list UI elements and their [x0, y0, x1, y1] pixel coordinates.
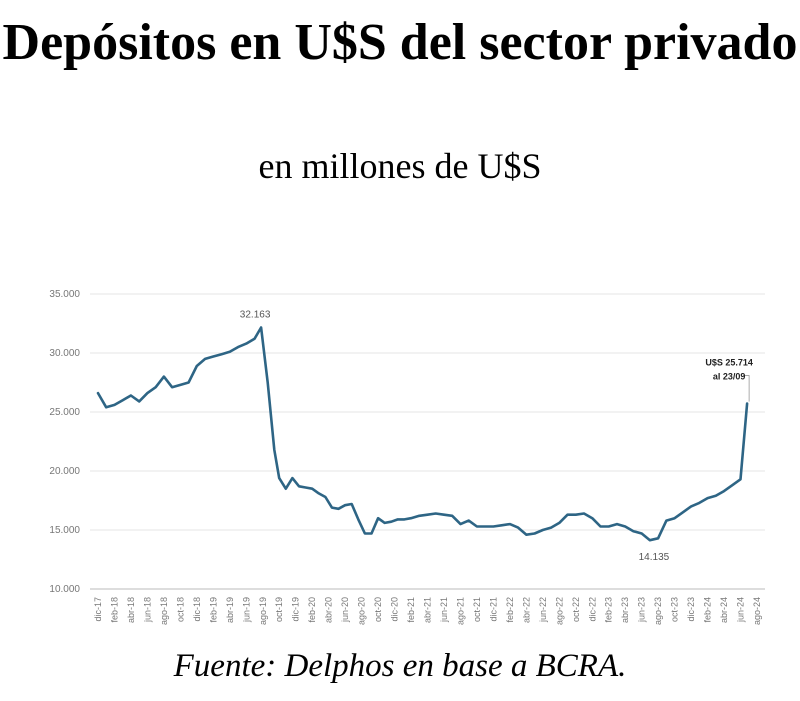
x-tick-label: ago-19 [258, 597, 268, 625]
x-tick-label: oct-21 [472, 597, 482, 622]
x-tick-label: ago-23 [653, 597, 663, 625]
x-tick-label: jun-18 [142, 597, 152, 623]
data-label-last: U$S 25.714 [705, 358, 753, 368]
x-tick-label: abr-22 [521, 597, 531, 623]
x-tick-label: abr-18 [126, 597, 136, 623]
x-tick-label: feb-20 [307, 597, 317, 623]
y-tick-label: 15.000 [49, 525, 80, 536]
x-tick-label: dic-20 [390, 597, 400, 622]
gridlines [90, 293, 765, 590]
x-tick-label: abr-23 [620, 597, 630, 623]
annotation-leader [743, 375, 750, 402]
y-tick-label: 25.000 [49, 407, 80, 418]
y-tick-label: 20.000 [49, 466, 80, 477]
x-tick-label: jun-22 [538, 597, 548, 623]
x-tick-label: dic-22 [587, 597, 597, 622]
x-tick-label: abr-20 [324, 597, 334, 623]
x-tick-label: ago-21 [455, 597, 465, 625]
x-tick-label: abr-19 [225, 597, 235, 623]
data-label-min: 14.135 [639, 552, 670, 563]
x-tick-label: ago-18 [159, 597, 169, 625]
y-tick-label: 10.000 [49, 584, 80, 595]
x-tick-label: jun-19 [241, 597, 251, 623]
x-tick-label: abr-21 [423, 597, 433, 623]
x-tick-label: feb-22 [505, 597, 515, 623]
y-tick-label: 30.000 [49, 348, 80, 359]
annotations: 32.163 14.135 U$S 25.714 al 23/09 [240, 309, 753, 563]
series-line-layer [96, 326, 749, 542]
x-tick-label: feb-18 [109, 597, 119, 623]
chart-subtitle: en millones de U$S [258, 146, 542, 186]
chart-title: Depósitos en U$S del sector privado [0, 14, 800, 72]
x-tick-label: jun-24 [736, 597, 746, 623]
x-tick-label: oct-18 [175, 597, 185, 622]
source-note: Fuente: Delphos en base a BCRA. [173, 648, 627, 684]
x-tick-label: oct-22 [571, 597, 581, 622]
x-tick-label: ago-20 [357, 597, 367, 625]
data-label-last: al 23/09 [713, 372, 746, 382]
data-label-peak: 32.163 [240, 309, 271, 320]
x-tick-label: feb-19 [208, 597, 218, 623]
x-axis-ticks: dic-17 feb-18 abr-18 jun-18 ago-18 oct-18 dic-… [93, 597, 762, 625]
y-axis-ticks: 10.000 15.000 20.000 25.000 30.000 35.000 [49, 289, 80, 595]
x-tick-label: jun-20 [340, 597, 350, 623]
x-tick-label: dic-23 [686, 597, 696, 622]
x-tick-label: ago-22 [554, 597, 564, 625]
x-tick-label: oct-20 [373, 597, 383, 622]
x-tick-label: feb-23 [604, 597, 614, 623]
series-line [96, 326, 749, 542]
chart-title-text: Depósitos en U$S del sector privado [2, 14, 798, 71]
x-tick-label: dic-21 [488, 597, 498, 622]
y-tick-label: 35.000 [49, 289, 80, 300]
x-tick-label: feb-21 [406, 597, 416, 623]
x-tick-label: oct-23 [670, 597, 680, 622]
x-tick-label: oct-19 [274, 597, 284, 622]
x-tick-label: dic-17 [93, 597, 103, 622]
x-tick-label: ago-24 [752, 597, 762, 625]
x-tick-label: jun-21 [439, 597, 449, 623]
x-tick-label: abr-24 [719, 597, 729, 623]
x-tick-label: jun-23 [637, 597, 647, 623]
x-tick-label: dic-19 [291, 597, 301, 622]
x-tick-label: dic-18 [192, 597, 202, 622]
x-tick-label: feb-24 [703, 597, 713, 623]
